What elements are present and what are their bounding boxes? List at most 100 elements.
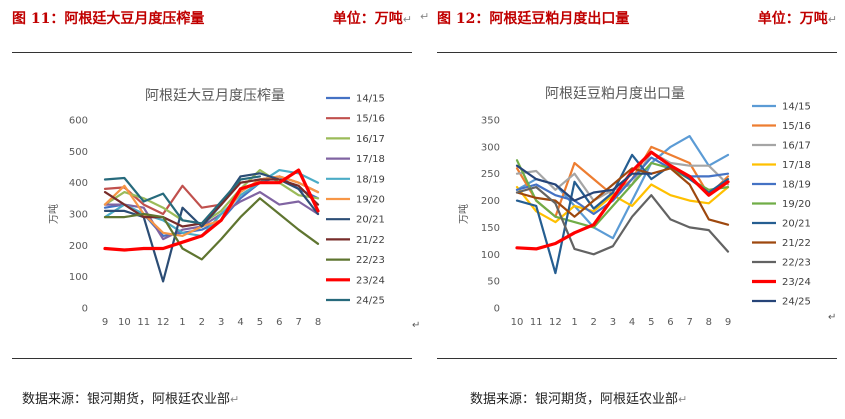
y-axis-label: 万吨	[47, 204, 60, 224]
legend-label: 18/19	[356, 174, 385, 185]
series-line-22-23	[515, 185, 730, 256]
bottom-rule	[437, 358, 837, 359]
unit-text: 单位：万吨	[332, 11, 403, 27]
series-line-17-18	[515, 183, 730, 224]
figure-header: 图 11：阿根廷大豆月度压榨量 单位：万吨↵	[12, 8, 412, 30]
series-line-24-25	[103, 175, 261, 225]
figure-title: 图 11：阿根廷大豆月度压榨量	[12, 11, 205, 27]
x-tick-label: 1	[571, 317, 577, 328]
paragraph-mark-icon: ↵	[828, 312, 836, 323]
series-line-17-18	[103, 191, 320, 241]
chart-title: 阿根廷豆粕月度出口量	[545, 86, 685, 102]
source-note: 数据来源：银河期货，阿根廷农业部↵	[22, 388, 239, 407]
x-tick-label: 1	[179, 317, 185, 328]
y-tick-label: 300	[481, 142, 500, 153]
legend-label: 24/25	[782, 297, 811, 308]
x-tick-label: 11	[137, 317, 150, 328]
y-tick-label: 350	[481, 116, 500, 127]
y-tick-label: 100	[69, 272, 88, 283]
paragraph-mark-icon: ↵	[827, 13, 837, 26]
y-tick-label: 600	[69, 116, 88, 127]
y-tick-label: 50	[487, 277, 500, 288]
series-line-23-24	[103, 168, 320, 252]
figure-panel-right: 图 12：阿根廷豆粕月度出口量 单位：万吨↵ 阿根廷豆粕月度出口量 0 50 100 1…	[425, 0, 845, 419]
x-tick-label: 12	[549, 317, 562, 328]
y-tick-label: 0	[82, 304, 88, 315]
top-rule	[12, 52, 412, 53]
figure-unit: 单位：万吨↵	[333, 8, 412, 28]
paragraph-mark-icon: ↵	[402, 13, 412, 26]
legend-label: 20/21	[782, 219, 811, 230]
y-tick-label: 400	[69, 178, 88, 189]
x-tick-label: 10	[511, 317, 524, 328]
x-tick-label: 2	[199, 317, 205, 328]
paragraph-mark-icon: ↵	[678, 393, 688, 406]
paragraph-mark-icon: ↵	[412, 320, 420, 331]
x-tick-label: 8	[706, 317, 712, 328]
figure-title: 图 12：阿根廷豆粕月度出口量	[437, 11, 630, 27]
x-tick-label: 9	[725, 317, 731, 328]
series-line-18-19	[103, 168, 320, 237]
legend-label: 21/22	[356, 235, 385, 246]
chart-title: 阿根廷大豆月度压榨量	[145, 87, 285, 104]
x-tick-label: 5	[257, 317, 263, 328]
source-note: 数据来源：银河期货，阿根廷农业部↵	[470, 388, 687, 407]
x-tick-label: 7	[686, 317, 692, 328]
legend-label: 15/16	[782, 121, 811, 132]
series-line-19-20	[103, 175, 320, 237]
legend-label: 17/18	[356, 154, 385, 165]
legend-label: 20/21	[356, 215, 385, 226]
legend-label: 22/23	[782, 258, 811, 269]
x-tick-label: 3	[218, 317, 224, 328]
figure-panel-left: 图 11：阿根廷大豆月度压榨量 单位：万吨↵ 阿根廷大豆月度压榨量 0 100 200…	[0, 0, 420, 419]
series-line-22-23	[103, 197, 320, 261]
x-tick-label: 12	[157, 317, 170, 328]
y-tick-label: 200	[69, 241, 88, 252]
legend-label: 14/15	[356, 94, 385, 105]
legend-label: 14/15	[782, 102, 811, 113]
legend-label: 19/20	[356, 195, 385, 206]
y-tick-label: 100	[481, 250, 500, 261]
legend-label: 17/18	[782, 160, 811, 171]
legend-label: 21/22	[782, 238, 811, 249]
bottom-rule	[12, 358, 412, 359]
figure-header: 图 12：阿根廷豆粕月度出口量 单位：万吨↵	[437, 8, 837, 30]
legend-label: 23/24	[356, 275, 385, 286]
legend-label: 23/24	[782, 277, 811, 288]
y-tick-label: 300	[69, 210, 88, 221]
y-tick-label: 500	[69, 147, 88, 158]
legend-label: 24/25	[356, 296, 385, 307]
x-tick-label: 9	[102, 317, 108, 328]
x-tick-label: 2	[591, 317, 597, 328]
legend-label: 16/17	[782, 141, 811, 152]
x-tick-label: 6	[276, 317, 282, 328]
x-tick-label: 10	[118, 317, 131, 328]
y-tick-label: 150	[481, 223, 500, 234]
x-tick-label: 6	[667, 317, 673, 328]
x-tick-label: 11	[530, 317, 543, 328]
legend-label: 15/16	[356, 114, 385, 125]
series-line-24-25	[515, 164, 653, 202]
figure-unit: 单位：万吨↵	[758, 8, 837, 28]
paragraph-mark-icon: ↵	[230, 393, 240, 406]
x-tick-label: 3	[610, 317, 616, 328]
series-line-23-24	[515, 150, 730, 251]
paragraph-mark-icon: ↵	[420, 10, 430, 23]
source-text: 数据来源：银河期货，阿根廷农业部	[22, 392, 231, 407]
unit-text: 单位：万吨	[757, 11, 828, 27]
x-tick-label: 4	[629, 317, 635, 328]
x-tick-label: 7	[295, 317, 301, 328]
y-tick-label: 200	[481, 196, 500, 207]
legend-label: 18/19	[782, 180, 811, 191]
x-tick-label: 4	[237, 317, 243, 328]
series-line-18-19	[515, 156, 730, 216]
source-text: 数据来源：银河期货，阿根廷农业部	[470, 392, 679, 407]
y-axis-label: 万吨	[457, 204, 470, 224]
x-tick-label: 8	[315, 317, 321, 328]
y-tick-label: 250	[481, 169, 500, 180]
legend-label: 22/23	[356, 255, 385, 266]
top-rule	[437, 52, 837, 53]
legend-label: 16/17	[356, 134, 385, 145]
